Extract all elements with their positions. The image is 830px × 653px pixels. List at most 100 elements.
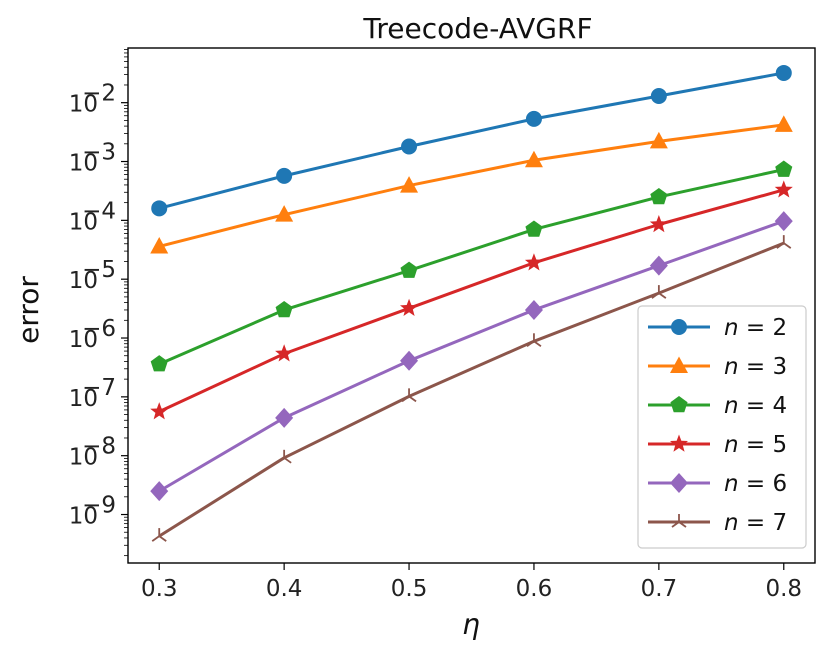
x-axis-label: η: [462, 608, 480, 641]
legend-item-7: n = 7: [648, 510, 787, 536]
data-point: [775, 64, 792, 81]
x-tick-label: 0.8: [765, 576, 802, 602]
data-point: [524, 150, 543, 168]
data-point: [774, 180, 793, 198]
y-tick-exponent: −5: [82, 257, 116, 283]
plot-area: 0.3 0.4 0.5 0.6 0.7 0.810−210−310−410−510−610…: [69, 47, 816, 602]
y-tick-exponent: −7: [82, 375, 116, 401]
legend-item-4: n = 4: [648, 393, 787, 419]
data-point: [650, 187, 668, 205]
series-6: [150, 211, 793, 502]
legend: n = 2 n = 3 n = 4 n = 5 n = 6 n = 7: [637, 305, 807, 549]
data-point: [400, 298, 419, 316]
legend-marker: [670, 396, 688, 413]
legend-item-3: n = 3: [648, 354, 787, 380]
data-point: [276, 167, 293, 184]
x-tick-label: 0.5: [391, 576, 428, 602]
data-point: [275, 300, 293, 318]
data-point: [776, 235, 792, 249]
data-point: [276, 449, 292, 464]
y-tick-label: 10: [69, 209, 98, 235]
marker-arm: [158, 535, 167, 542]
data-point: [275, 205, 294, 222]
legend-label: n = 5: [724, 432, 787, 458]
y-axis-label: error: [12, 276, 45, 344]
series-line: [158, 123, 784, 248]
data-point: [150, 236, 169, 254]
series-5: [150, 180, 793, 420]
marker-arm: [651, 292, 660, 299]
data-point: [401, 138, 418, 155]
legend-label: n = 6: [724, 471, 787, 497]
data-point: [275, 344, 294, 362]
data-point: [774, 211, 793, 232]
y-tick-exponent: −8: [82, 434, 116, 460]
data-point: [774, 115, 793, 132]
legend-item-2: n = 2: [648, 315, 787, 341]
data-point: [775, 160, 793, 177]
data-point: [649, 215, 668, 233]
y-tick-exponent: −2: [82, 81, 116, 107]
legend-label: n = 2: [724, 315, 787, 341]
series-line: [158, 168, 785, 366]
x-tick-label: 0.6: [516, 576, 553, 602]
data-point: [150, 402, 169, 420]
series-4: [150, 160, 793, 372]
marker-arm: [658, 292, 667, 299]
marker-arm: [276, 457, 285, 464]
marker-arm: [533, 340, 542, 348]
data-point: [151, 528, 167, 542]
y-tick-label: 10: [69, 504, 98, 530]
marker-arm: [283, 457, 292, 464]
data-point: [649, 255, 668, 276]
data-point: [524, 253, 543, 271]
legend-marker: [669, 434, 689, 452]
x-tick-label: 0.3: [141, 576, 178, 602]
data-point: [150, 355, 168, 372]
data-point: [275, 407, 294, 428]
plot-frame: [127, 47, 816, 564]
series-line: [158, 219, 785, 493]
y-tick-label: 10: [69, 151, 98, 177]
y-tick-exponent: −6: [82, 316, 116, 342]
y-tick-label: 10: [69, 92, 98, 118]
data-point: [400, 261, 418, 278]
data-point: [651, 285, 667, 299]
marker-arm: [151, 535, 160, 542]
legend-item-5: n = 5: [648, 432, 787, 458]
series-3: [150, 115, 793, 254]
marker-arm: [408, 395, 417, 403]
y-tick-exponent: −3: [82, 140, 116, 166]
marker-arm: [401, 395, 410, 403]
data-point: [400, 350, 419, 371]
data-point: [525, 110, 542, 127]
legend-label: n = 3: [724, 354, 787, 380]
legend-item-6: n = 6: [648, 471, 787, 497]
marker-arm: [678, 521, 687, 528]
data-point: [525, 220, 543, 237]
marker-arm: [671, 521, 680, 528]
legend-marker: [671, 514, 687, 528]
legend-marker: [671, 319, 687, 335]
legend-label: n = 7: [724, 510, 787, 536]
data-point: [524, 299, 543, 320]
series-line: [158, 188, 785, 414]
data-point: [526, 333, 542, 348]
data-point: [649, 131, 668, 149]
y-tick-exponent: −4: [82, 198, 116, 224]
chart-title: Treecode-AVGRF: [362, 12, 592, 45]
y-tick-exponent: −9: [82, 493, 116, 519]
data-point: [650, 87, 667, 104]
data-point: [400, 176, 419, 193]
y-tick-label: 10: [69, 268, 98, 294]
series-2: [151, 64, 792, 217]
y-tick-label: 10: [69, 327, 98, 353]
series-7: [151, 235, 792, 542]
series-line: [158, 241, 785, 538]
marker-arm: [776, 242, 785, 249]
y-tick-label: 10: [69, 386, 98, 412]
x-tick-label: 0.4: [266, 576, 303, 602]
marker-arm: [783, 242, 792, 249]
y-tick-label: 10: [69, 445, 98, 471]
